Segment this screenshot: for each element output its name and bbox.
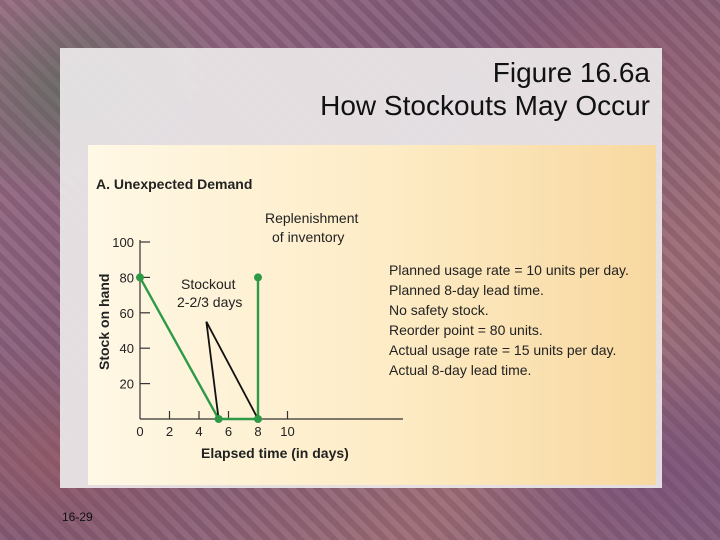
y-tick-label: 80 (120, 270, 134, 285)
data-point (254, 415, 262, 423)
data-point (214, 415, 223, 423)
x-tick-label: 10 (280, 424, 294, 439)
annotation-replenishment-2: of inventory (272, 229, 344, 245)
stockout-chart: A. Unexpected Demand Stock on hand Elaps… (96, 176, 629, 461)
x-tick-label: 4 (195, 424, 202, 439)
data-point (136, 273, 144, 282)
x-tick-label: 0 (136, 424, 143, 439)
note-line: Actual usage rate = 15 units per day. (389, 342, 616, 358)
annotation-stockout-2: 2-2/3 days (177, 294, 242, 310)
x-tick-label: 8 (254, 424, 261, 439)
y-tick-label: 40 (120, 341, 134, 356)
annotation-replenishment-1: Replenishment (265, 210, 358, 226)
note-line: No safety stock. (389, 302, 489, 318)
page-number: 16-29 (62, 510, 93, 524)
note-line: Planned usage rate = 10 units per day. (389, 262, 629, 278)
x-tick-label: 2 (166, 424, 173, 439)
slide-title: Figure 16.6a How Stockouts May Occur (60, 56, 650, 122)
x-axis-label: Elapsed time (in days) (201, 445, 349, 461)
y-tick-label: 20 (120, 377, 134, 392)
note-line: Planned 8-day lead time. (389, 282, 544, 298)
annotation-stockout-1: Stockout (181, 276, 236, 292)
data-point (254, 273, 262, 282)
chart-title: A. Unexpected Demand (96, 176, 252, 192)
series-line (205, 321, 259, 420)
x-tick-label: 6 (225, 424, 232, 439)
title-line-1: Figure 16.6a (492, 57, 650, 88)
figure-area: A. Unexpected Demand Stock on hand Elaps… (88, 145, 656, 485)
y-tick-label: 60 (120, 306, 134, 321)
series-line (205, 321, 220, 420)
y-tick-label: 100 (112, 235, 134, 250)
note-line: Reorder point = 80 units. (389, 322, 543, 338)
title-line-2: How Stockouts May Occur (320, 90, 650, 121)
series-line (138, 276, 260, 421)
y-axis-label: Stock on hand (96, 274, 112, 370)
note-line: Actual 8-day lead time. (389, 362, 531, 378)
